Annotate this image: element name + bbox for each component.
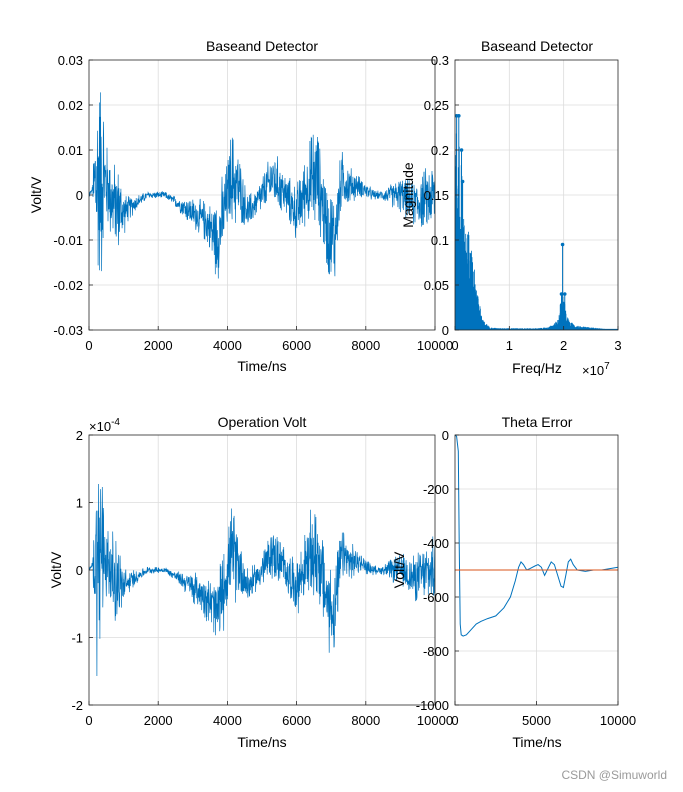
y-tick-label: -600 — [423, 590, 449, 605]
chart-title: Baseand Detector — [206, 38, 318, 54]
axes-baseand-detector-freq: 0 1 2 3 0 0.05 0.1 0.15 0.2 0.25 0.3 Baseand Detec… — [400, 38, 622, 378]
x-tick-label: 0 — [451, 713, 458, 728]
x-tick-label: 6000 — [282, 713, 311, 728]
y-tick-label: 0 — [442, 323, 449, 338]
y-tick-label: 0 — [76, 563, 83, 578]
y-exponent-label: ×10-4 — [89, 417, 120, 434]
spectrum-peak-marker — [559, 292, 564, 296]
grid — [89, 435, 435, 705]
x-tick-label: 2 — [560, 338, 567, 353]
x-axis-label: Time/ns — [512, 734, 561, 750]
x-tick-label: 10000 — [417, 713, 453, 728]
axes-operation-volt: 0 2000 4000 6000 8000 10000 -2 -1 0 1 2 Operation … — [48, 414, 453, 750]
plot-lines — [455, 114, 618, 330]
y-axis-label: Volt/V — [391, 551, 407, 588]
series-line-signal — [89, 92, 435, 279]
x-axis-label: Time/ns — [237, 734, 286, 750]
chart-title: Baseand Detector — [481, 38, 593, 54]
plot-lines — [89, 483, 435, 677]
x-exponent-label: ×107 — [582, 361, 610, 378]
plot-lines — [455, 435, 618, 637]
y-tick-label: -1000 — [416, 698, 449, 713]
y-tick-label: -400 — [423, 536, 449, 551]
x-tick-label: 1 — [506, 338, 513, 353]
x-tick-label: 6000 — [282, 338, 311, 353]
x-tick-label: 0 — [85, 713, 92, 728]
y-tick-label: 0 — [76, 188, 83, 203]
ticks: 0 5000 10000-1000-800-600-400-2000 — [416, 428, 636, 728]
y-tick-label: 0.1 — [431, 233, 449, 248]
x-tick-label: 0 — [85, 338, 92, 353]
y-tick-label: 0.25 — [424, 98, 449, 113]
x-tick-label: 0 — [451, 338, 458, 353]
ticks: 0 2000 4000 6000 8000 10000 -2 -1 0 1 2 — [71, 428, 453, 728]
x-tick-label: 5000 — [522, 713, 551, 728]
x-tick-label: 8000 — [351, 713, 380, 728]
axes-theta-error: 0 5000 10000-1000-800-600-400-2000 Theta E… — [391, 414, 636, 750]
series-line-signal — [89, 483, 435, 677]
y-tick-label: 0.05 — [424, 278, 449, 293]
y-tick-label: 0 — [442, 428, 449, 443]
x-tick-label: 8000 — [351, 338, 380, 353]
spectrum-peak-marker — [560, 242, 565, 247]
x-tick-label: 10000 — [600, 713, 636, 728]
y-tick-label: -2 — [71, 698, 83, 713]
grid — [455, 60, 618, 330]
y-tick-label: -0.03 — [53, 323, 83, 338]
y-tick-label: -1 — [71, 631, 83, 646]
y-tick-label: -800 — [423, 644, 449, 659]
y-tick-label: -0.02 — [53, 278, 83, 293]
spectrum-peak-marker — [457, 114, 461, 118]
chart-title: Operation Volt — [218, 414, 307, 430]
x-tick-label: 4000 — [213, 713, 242, 728]
y-tick-label: 0.15 — [424, 188, 449, 203]
x-tick-label: 2000 — [144, 713, 173, 728]
y-axis-label: Volt/V — [28, 176, 44, 213]
y-axis-label: Magnitude — [400, 162, 416, 228]
y-tick-label: 2 — [76, 428, 83, 443]
series-line-theta — [455, 435, 618, 637]
y-tick-label: 0.3 — [431, 53, 449, 68]
plot-lines — [89, 92, 435, 279]
y-tick-label: 0.03 — [58, 53, 83, 68]
y-tick-label: 1 — [76, 496, 83, 511]
x-tick-label: 3 — [614, 338, 621, 353]
spectrum-peak-marker — [460, 179, 465, 184]
y-axis-label: Volt/V — [48, 551, 64, 588]
x-axis-label: Freq/Hz — [512, 360, 562, 376]
watermark: CSDN @Simuworld — [561, 768, 667, 782]
y-tick-label: -200 — [423, 482, 449, 497]
x-axis-label: Time/ns — [237, 358, 286, 374]
y-tick-label: 0.02 — [58, 98, 83, 113]
spectrum-peak-marker — [459, 148, 464, 152]
axes-baseand-detector-time: 0 2000 4000 6000 8000 10000 -0.03 -0.02 -0.01 0 0.… — [28, 38, 453, 374]
x-tick-label: 10000 — [417, 338, 453, 353]
x-tick-label: 4000 — [213, 338, 242, 353]
ticks: 0 2000 4000 6000 8000 10000 -0.03 -0.02 -0.01 0 0.… — [53, 53, 453, 353]
ticks: 0 1 2 3 0 0.05 0.1 0.15 0.2 0.25 0.3 — [424, 53, 622, 353]
y-tick-label: -0.01 — [53, 233, 83, 248]
x-tick-label: 2000 — [144, 338, 173, 353]
y-tick-label: 0.01 — [58, 143, 83, 158]
spectrum-peak-marker — [562, 292, 567, 296]
chart-title: Theta Error — [502, 414, 573, 430]
y-tick-label: 0.2 — [431, 143, 449, 158]
